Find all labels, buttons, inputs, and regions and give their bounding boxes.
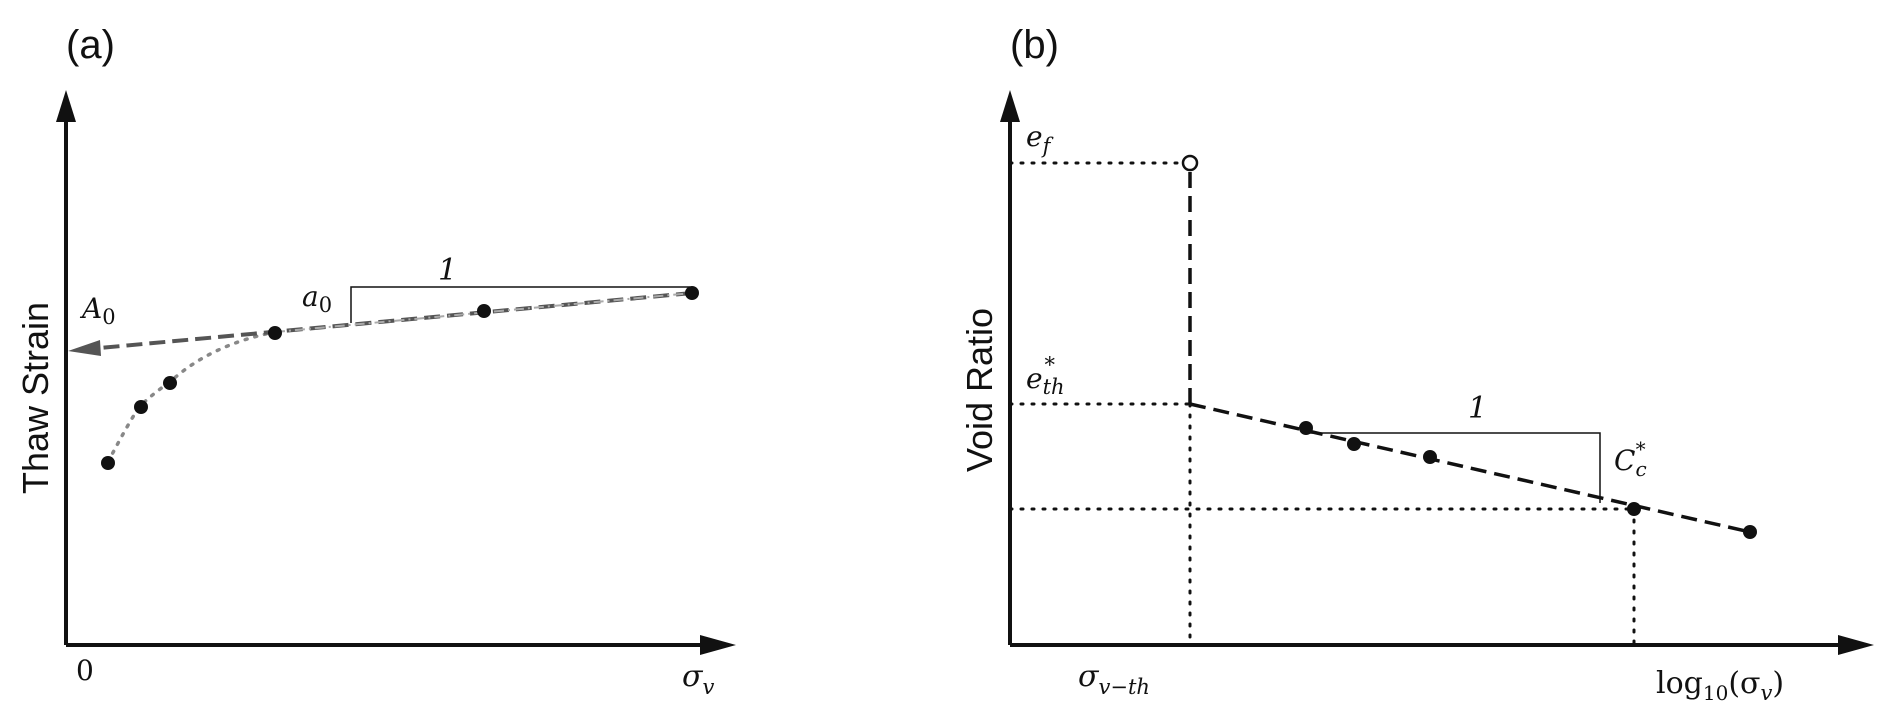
panel-b-ef-label: ef: [1026, 120, 1054, 158]
panel-a-data-point: [268, 326, 282, 340]
panel-a-x-label: σv: [682, 659, 714, 699]
panel-a-label: (a): [66, 23, 115, 67]
panel-a-origin-label: 0: [76, 654, 94, 687]
panel-a-run-label: 1: [438, 253, 457, 288]
panel-a: (a) Thaw Strain 0 σv A0 a0 1: [15, 23, 736, 699]
panel-b-open-point: [1181, 154, 1199, 172]
panel-a-slope-triangle: [350, 286, 690, 323]
panel-a-y-axis-title: Thaw Strain: [15, 302, 56, 494]
panel-a-data-point: [134, 400, 148, 414]
panel-b-data-point: [1627, 502, 1641, 516]
panel-b-run-label: 1: [1468, 391, 1487, 426]
panel-b-label: (b): [1010, 23, 1059, 67]
panel-b-y-axis-title: Void Ratio: [959, 308, 1000, 472]
panel-b-data-point: [1423, 450, 1437, 464]
panel-a-regression-arrow: [68, 340, 101, 356]
panel-b-cc-label: Cc*: [1614, 437, 1647, 481]
panel-b-data-point: [1743, 525, 1757, 539]
panel-a-dashed-regression-line: [99, 291, 693, 350]
panel-a-dotted-curve: [106, 330, 277, 464]
panel-b-log-x-label: log10(σv): [1656, 666, 1784, 705]
panel-a-data-point: [685, 286, 699, 300]
panel-a-intercept-label: A0: [79, 292, 116, 329]
panel-b: (b) Void Ratio ef eth* σv−th log10(σv): [959, 23, 1874, 705]
panel-b-eth-label: eth*: [1026, 353, 1065, 399]
panel-b-data-point: [1347, 437, 1361, 451]
panel-b-slope-triangle: [1306, 432, 1601, 503]
panel-a-x-axis-arrow: [700, 635, 736, 655]
panel-a-data-point: [477, 304, 491, 318]
panel-a-slope-label: a0: [302, 280, 332, 317]
panel-a-data-point: [101, 456, 115, 470]
panel-b-y-axis-arrow: [1000, 90, 1020, 122]
panel-b-data-point: [1299, 421, 1313, 435]
panel-a-y-axis-arrow: [56, 90, 76, 122]
panel-a-data-point: [163, 376, 177, 390]
panel-b-sigma-th-label: σv−th: [1078, 659, 1150, 699]
panel-b-x-axis-arrow: [1838, 635, 1874, 655]
